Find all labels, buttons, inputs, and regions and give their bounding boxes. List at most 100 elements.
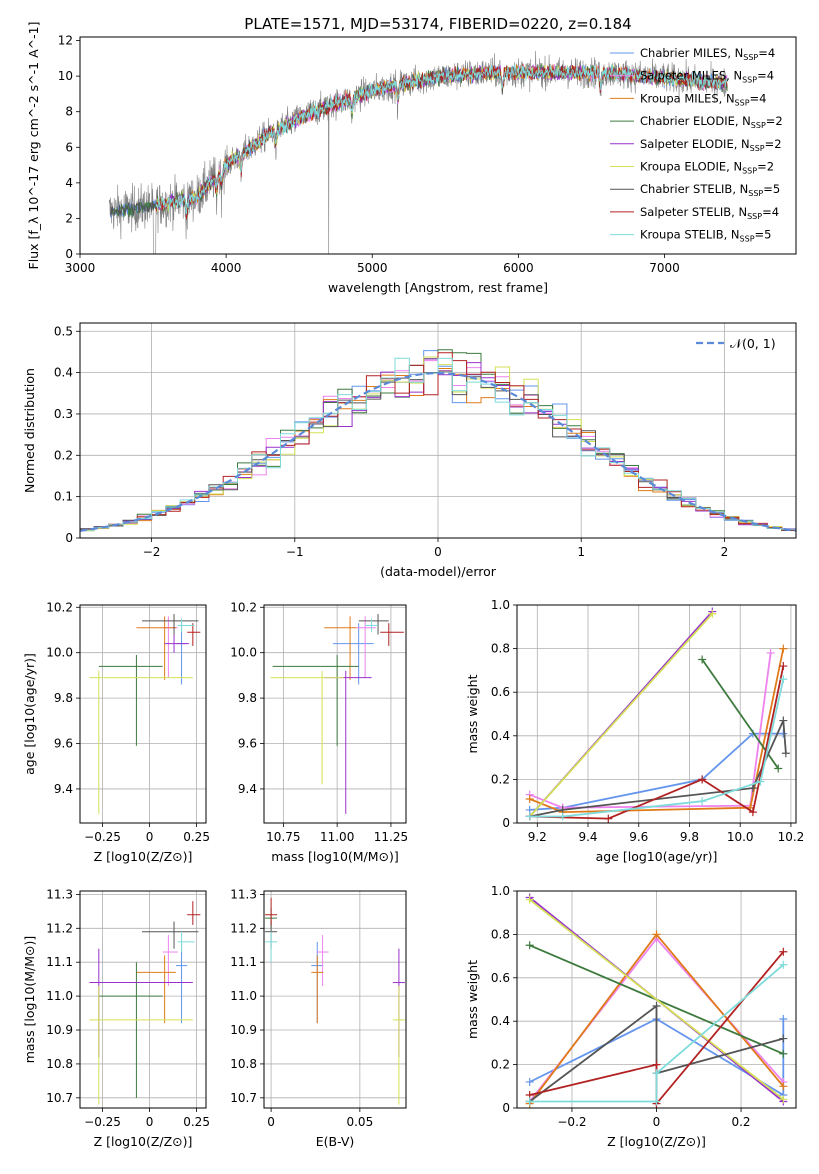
y-tick-label: 11.1: [46, 955, 73, 969]
weight-marker: [525, 1077, 534, 1086]
errorbar-point: [358, 614, 389, 635]
y-tick-label: 11.2: [46, 921, 73, 935]
x-axis-label: age [log10(age/yr)]: [596, 849, 718, 864]
weight-series-group: [525, 960, 788, 1106]
y-tick-label: 10.8: [230, 1057, 257, 1071]
y-tick-label: 10.7: [46, 1091, 73, 1105]
x-tick-label: 3000: [65, 261, 96, 275]
legend-label: Salpeter MILES, NSSP=4: [640, 69, 774, 85]
axes-frame: [79, 604, 207, 824]
y-tick-label: 0.6: [491, 685, 510, 699]
y-tick-label: 10.7: [230, 1091, 257, 1105]
legend-label: Salpeter STELIB, NSSP=4: [640, 205, 779, 221]
weight-series: [525, 893, 788, 1108]
weight-marker: [779, 716, 788, 725]
age-vs-z-panel: −0.25 0 0.25 9.4 9.6 9.8 10.0 10.2 Z [log10(Z/Z⊙…: [22, 600, 210, 864]
legend-label: Chabrier MILES, NSSP=4: [640, 46, 775, 62]
x-tick-label: −2: [143, 545, 161, 559]
y-tick-label: 0.4: [491, 1014, 510, 1028]
x-tick-label: −1: [286, 545, 304, 559]
weight-marker: [604, 814, 613, 823]
legend-label: Chabrier ELODIE, NSSP=2: [640, 114, 783, 130]
x-tick-label: 9.4: [578, 830, 597, 844]
x-tick-label: 7000: [649, 261, 680, 275]
y-tick-label: 11.1: [230, 955, 257, 969]
weight-series-group: [525, 644, 788, 817]
y-axis-label: age [log10(age/yr)]: [22, 653, 37, 775]
weight-marker: [525, 895, 534, 904]
residuals-panel: −2 −1 0 1 2 0 0.1 0.2 0.3 0.4 0.5 (data-model)/erro…: [22, 322, 797, 579]
y-axis-label: Normed distribution: [22, 368, 37, 493]
x-tick-label: 10.0: [727, 830, 754, 844]
weight-marker: [652, 930, 661, 939]
y-tick-label: 10.2: [230, 600, 257, 614]
weight-marker: [652, 1060, 661, 1069]
y-tick-label: 0.8: [491, 642, 510, 656]
errorbar-point: [98, 962, 163, 1098]
y-tick-label: 2: [65, 211, 73, 225]
weight-marker: [652, 1069, 661, 1078]
x-tick-label: 0: [653, 1115, 661, 1129]
y-tick-label: 9.4: [238, 782, 257, 796]
y-axis-label: Flux [f_λ 10^-17 erg cm^-2 s^-1 A^-1]: [26, 22, 41, 270]
weight-marker: [525, 795, 534, 804]
y-tick-label: 1.0: [491, 598, 510, 612]
weight-series-group: [525, 648, 775, 812]
x-tick-label: 0: [146, 830, 154, 844]
x-tick-label: 0: [267, 1115, 275, 1129]
y-tick-label: 9.6: [54, 737, 73, 751]
axes-frame: [263, 604, 407, 824]
weight-marker: [756, 777, 765, 786]
y-tick-label: 0: [65, 247, 73, 261]
legend-label-count: =5: [755, 228, 772, 242]
weight-line: [529, 665, 785, 820]
axes-frame: [79, 890, 207, 1109]
y-tick-label: 11.0: [46, 989, 73, 1003]
errorbar-point: [311, 955, 324, 1024]
y-tick-label: 9.6: [238, 737, 257, 751]
legend-label: Salpeter ELODIE, NSSP=2: [640, 137, 782, 153]
weight-line: [529, 613, 713, 818]
legend-label-subscript: SSP: [750, 144, 765, 153]
weight-series-group: [525, 609, 717, 821]
axes-frame: [516, 890, 797, 1109]
legend-label-subscript: SSP: [740, 235, 755, 244]
legend-label-text: Salpeter STELIB, N: [640, 205, 747, 219]
y-tick-label: 1.0: [491, 884, 510, 898]
y-tick-label: 9.8: [54, 691, 73, 705]
weight-series-group: [525, 895, 788, 1104]
weight-series: [525, 607, 790, 823]
legend-label-count: =4: [762, 205, 779, 219]
weight-line: [529, 964, 784, 1103]
weight-marker: [698, 797, 707, 806]
errorbar-point: [265, 931, 278, 963]
legend-label-text: Kroupa STELIB, N: [640, 228, 740, 242]
y-tick-label: 0: [502, 816, 510, 830]
legend-label-text: Kroupa MILES, N: [640, 91, 735, 105]
x-tick-label: 0.2: [731, 1115, 750, 1129]
x-tick-label: 0.05: [346, 1115, 373, 1129]
mass-vs-z-panel: −0.25 0 0.25 10.7 10.8 10.9 11.0 11.1 11.2 11.3 Z …: [22, 887, 210, 1149]
weight-marker: [525, 812, 534, 821]
errorbar-point: [162, 935, 178, 986]
errorbar-point: [187, 623, 201, 646]
y-tick-label: 10.8: [46, 1057, 73, 1071]
errorbar-point: [164, 634, 190, 653]
errorbar-point: [89, 985, 193, 1105]
x-tick-label: 11.25: [374, 830, 408, 844]
errorbar-point: [136, 955, 176, 1024]
errorbar-points: [265, 897, 405, 1105]
weight-marker: [748, 808, 757, 817]
errorbar-points: [270, 614, 404, 814]
errorbar-point: [324, 670, 372, 814]
axes-frame: [79, 322, 797, 539]
x-axis-label: E(B-V): [316, 1134, 355, 1149]
weight-marker: [652, 1002, 661, 1011]
mass-vs-ebv-panel: 0 0.05 10.7 10.8 10.9 11.0 11.1 11.2 11.3 E(B-V): [230, 887, 407, 1149]
legend-label: 𝒩(0, 1): [730, 336, 776, 351]
y-tick-label: 8: [65, 105, 73, 119]
legend-label-subscript: SSP: [735, 98, 750, 107]
y-tick-label: 0: [502, 1101, 510, 1115]
y-tick-label: 0.6: [491, 971, 510, 985]
